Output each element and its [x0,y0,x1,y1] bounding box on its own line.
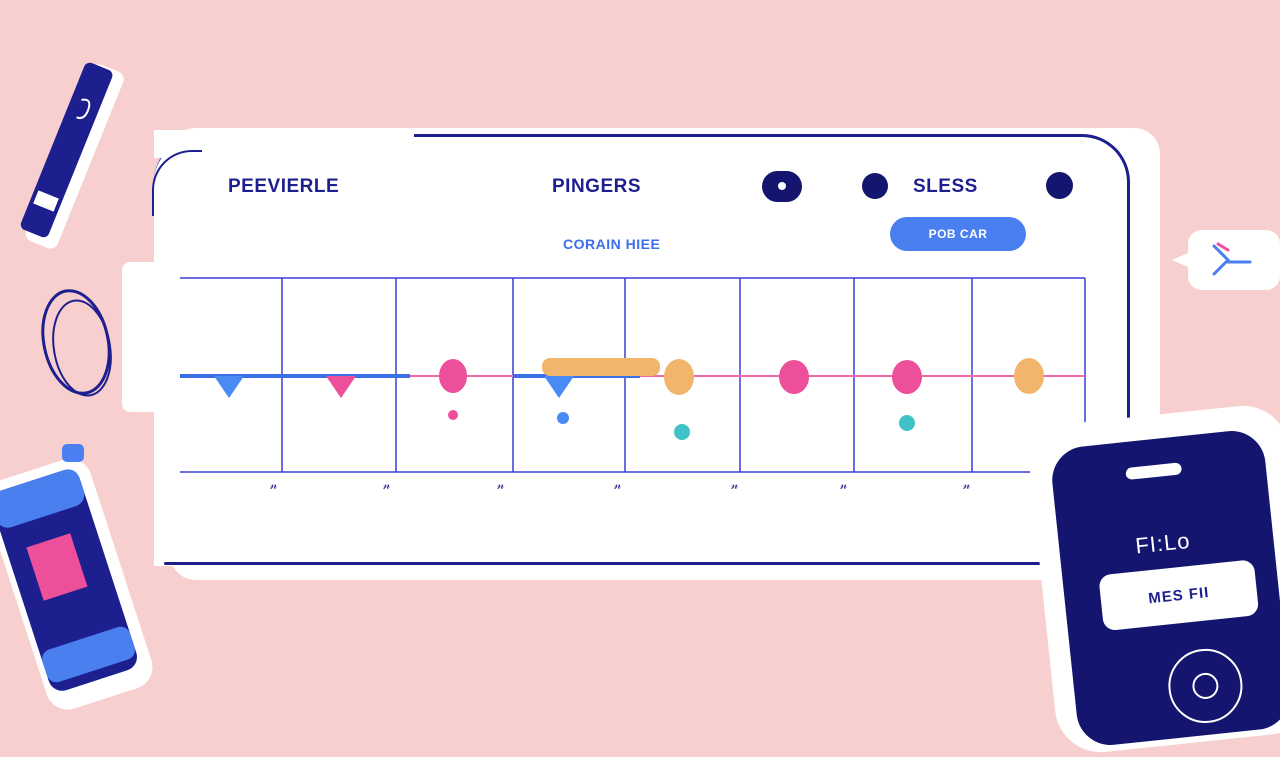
tick-label: 𝓃 [497,478,505,492]
event-dot [899,415,915,431]
tick-label: 𝓃 [383,478,391,492]
tick-label: 𝓃 [963,478,971,492]
timeline-subtitle: CORAIN HIEE [563,236,661,252]
usb-drive-icon [0,444,153,710]
marker-orange [1014,358,1044,394]
window-bottom-edge [164,562,1058,565]
timeline-grid[interactable] [170,270,1100,500]
marker-pink [326,376,356,398]
record-icon[interactable] [762,171,802,202]
event-dot [674,424,690,440]
app-window [154,134,1130,566]
marker-orange [664,359,694,395]
marker-pink [439,359,467,393]
primary-button[interactable]: POB CAR [890,217,1026,251]
marker-blue [214,376,244,398]
tick-label: 𝓃 [614,478,622,492]
app-title: PEEVIERLE [228,176,340,197]
event-dot [557,412,569,424]
tick-label: 𝓃 [840,478,848,492]
timeline-markers [214,358,1044,440]
cable-icon [41,289,112,397]
tick-label: 𝓃 [731,478,739,492]
nav-title[interactable]: PINGERS [552,176,642,197]
pen-icon [20,62,124,249]
dot-icon[interactable] [862,173,888,199]
phone-label: FI:Lo [1134,527,1192,559]
side-chat-bubble[interactable] [1172,230,1280,290]
nav-status[interactable]: SLESS [913,176,978,197]
phone-speaker [1125,462,1183,481]
marker-blue [544,376,574,398]
marker-pink [892,360,922,394]
chevron-icon [1212,242,1252,276]
event-dot [448,410,458,420]
phone-home-button[interactable] [1164,645,1247,727]
phone: FI:Lo MES FII [1048,427,1280,749]
phone-card-button[interactable]: MES FII [1098,559,1260,632]
tick-label: 𝓃 [270,478,278,492]
menu-dot-icon[interactable] [1046,172,1073,199]
marker-pink [779,360,809,394]
